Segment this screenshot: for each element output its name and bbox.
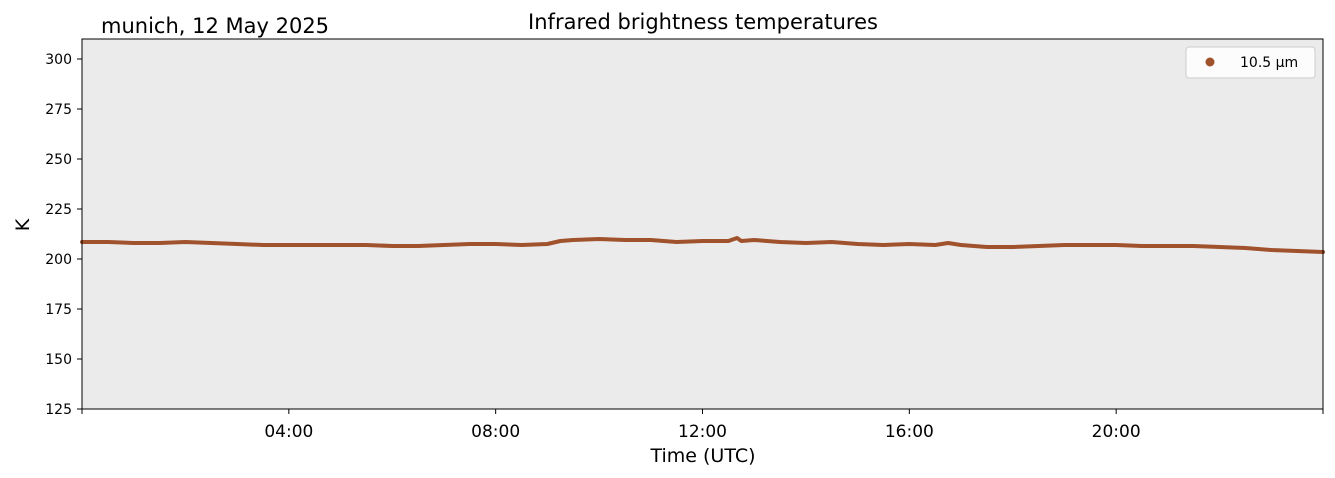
data-point	[675, 240, 679, 244]
y-tick-label: 150	[45, 352, 72, 368]
data-point	[571, 238, 575, 242]
legend: 10.5 µm	[1185, 46, 1316, 79]
data-point	[158, 241, 162, 245]
data-point	[933, 243, 937, 247]
y-tick-label: 300	[45, 52, 72, 68]
x-tick-label: 20:00	[1092, 422, 1141, 442]
data-point	[881, 243, 886, 247]
data-point	[519, 243, 524, 247]
data-point	[735, 236, 739, 240]
data-point	[442, 243, 446, 247]
legend-label: 10.5 µm	[1240, 55, 1298, 71]
data-point	[390, 244, 394, 248]
y-tick-label: 275	[45, 102, 72, 118]
data-point	[313, 243, 317, 247]
data-point	[558, 239, 562, 243]
data-point	[959, 243, 963, 247]
data-point	[209, 241, 213, 245]
data-point	[416, 244, 420, 248]
data-point	[985, 245, 989, 249]
data-point	[1295, 249, 1299, 253]
data-point	[907, 242, 911, 246]
data-point	[700, 239, 705, 243]
plot-frame	[81, 38, 1324, 410]
data-point	[261, 243, 265, 247]
data-point	[235, 242, 239, 246]
plot-area	[82, 39, 1323, 409]
location-date-label: munich, 12 May 2025	[101, 14, 329, 38]
data-point	[856, 242, 860, 246]
data-point	[1062, 243, 1067, 247]
data-point	[183, 240, 187, 244]
data-point	[1243, 246, 1247, 250]
y-axis-ticks: 125 150 175 200 225 250 275 300	[45, 52, 82, 418]
series-layer	[80, 236, 1325, 254]
chart-title: Infrared brightness temperatures	[528, 10, 878, 34]
data-point	[1140, 244, 1144, 248]
legend-box	[1185, 46, 1316, 79]
data-point	[1166, 244, 1170, 248]
data-point	[597, 237, 601, 241]
data-point	[649, 238, 653, 242]
data-point	[623, 238, 627, 242]
data-point	[778, 240, 782, 244]
y-tick-label: 175	[45, 302, 72, 318]
data-point	[364, 243, 368, 247]
data-point	[468, 242, 472, 246]
y-axis-label: K	[12, 218, 34, 231]
x-tick-label: 04:00	[264, 422, 313, 442]
data-point	[1218, 245, 1222, 249]
x-tick-label: 16:00	[885, 422, 934, 442]
data-point	[804, 241, 808, 245]
data-point	[1088, 243, 1092, 247]
data-point	[726, 239, 731, 243]
data-point	[1114, 243, 1118, 247]
data-point	[494, 242, 498, 246]
x-tick-label: 08:00	[471, 422, 520, 442]
data-point	[1269, 248, 1273, 252]
legend-marker	[1205, 57, 1215, 67]
data-point	[830, 240, 834, 244]
y-tick-label: 225	[45, 202, 72, 218]
x-tick-label: 12:00	[678, 422, 727, 442]
data-point	[338, 243, 343, 247]
y-tick-label: 250	[45, 152, 72, 168]
data-point	[287, 243, 291, 247]
data-point	[1192, 244, 1196, 248]
data-point	[946, 241, 950, 245]
x-axis-label: Time (UTC)	[649, 445, 755, 467]
y-tick-label: 125	[45, 402, 72, 418]
data-point	[739, 239, 743, 243]
x-axis-ticks: 04:00 08:00 12:00 16:00 20:00	[81, 409, 1324, 442]
data-point	[752, 238, 756, 242]
data-point	[1037, 244, 1041, 248]
data-point	[132, 241, 136, 245]
y-tick-label: 200	[45, 252, 72, 268]
data-point	[1011, 245, 1015, 249]
data-point	[106, 240, 110, 244]
data-point	[545, 242, 550, 246]
